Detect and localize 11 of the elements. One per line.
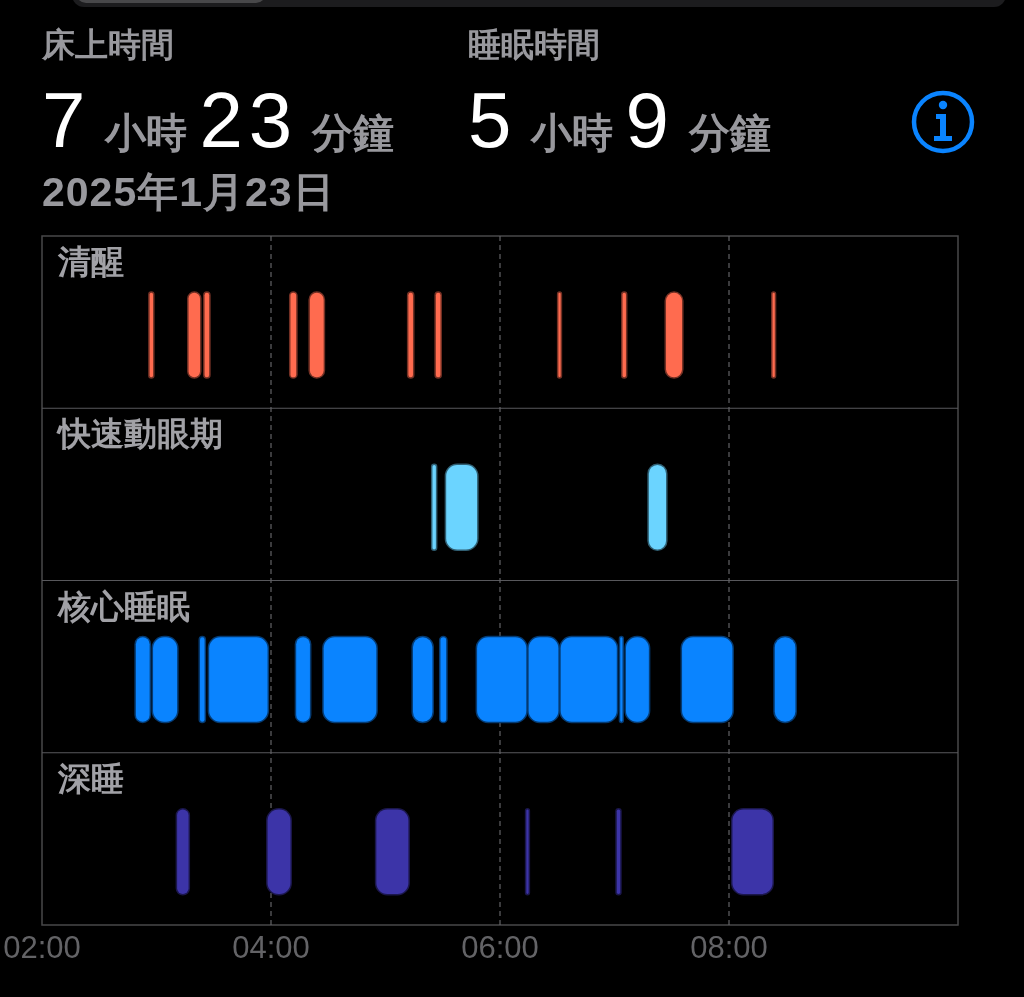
text: 床上時間 [41, 26, 174, 63]
text: 睡眠時間 [468, 26, 600, 63]
x-tick-label: 02:00 [3, 930, 81, 965]
x-tick-label: 04:00 [232, 930, 310, 965]
y-tick-label: 深睡 [57, 759, 124, 797]
chart-subtitle: 2025年1月23日 [42, 169, 335, 215]
x-tick-label: 06:00 [461, 930, 539, 965]
y-tick-label: 核心睡眠 [56, 587, 190, 625]
y-tick-label: 快速動眼期 [56, 415, 223, 453]
y-tick-label: 清醒 [57, 243, 124, 280]
x-tick-label: 08:00 [690, 930, 768, 965]
